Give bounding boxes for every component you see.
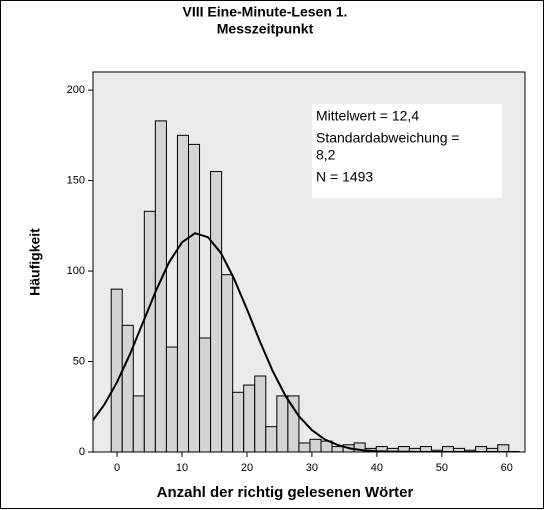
bar bbox=[110, 288, 123, 453]
x-tick-label: 40 bbox=[371, 462, 383, 474]
y-axis-label: Häufigkeit bbox=[27, 228, 43, 296]
annotation-box bbox=[312, 104, 502, 198]
bar bbox=[154, 120, 167, 453]
x-tick-label: 30 bbox=[306, 462, 318, 474]
annotation: Standardabweichung = bbox=[316, 130, 460, 146]
bar bbox=[199, 337, 212, 453]
bar bbox=[176, 134, 189, 453]
chart-title: VIII Eine-Minute-Lesen 1. bbox=[183, 4, 348, 20]
x-axis-label: Anzahl der richtig gelesenen Wörter bbox=[157, 484, 414, 501]
bar bbox=[276, 395, 289, 453]
bar bbox=[497, 444, 510, 453]
y-tick-label: 200 bbox=[67, 84, 85, 96]
normal-curve bbox=[93, 232, 520, 452]
bar bbox=[143, 210, 156, 453]
bar bbox=[331, 446, 344, 453]
y-tick-label: 150 bbox=[67, 174, 85, 186]
x-tick-label: 0 bbox=[114, 462, 120, 474]
annotation: 8,2 bbox=[316, 147, 336, 163]
bar bbox=[121, 324, 134, 453]
x-tick-label: 60 bbox=[501, 462, 513, 474]
annotation: N = 1493 bbox=[316, 169, 373, 185]
bar bbox=[221, 274, 234, 453]
y-tick-label: 50 bbox=[73, 355, 85, 367]
bar bbox=[254, 375, 267, 453]
chart-title: Messzeitpunkt bbox=[217, 21, 314, 37]
bar bbox=[309, 438, 322, 453]
y-tick-label: 100 bbox=[67, 265, 85, 277]
bar bbox=[243, 384, 256, 453]
bar bbox=[265, 426, 278, 453]
x-tick-label: 50 bbox=[436, 462, 448, 474]
bar bbox=[187, 143, 201, 453]
bar bbox=[353, 442, 366, 453]
y-tick-label: 0 bbox=[79, 446, 85, 458]
bar bbox=[298, 442, 311, 453]
bar bbox=[287, 395, 300, 453]
bar bbox=[232, 391, 245, 453]
bar bbox=[132, 395, 145, 453]
annotation: Mittelwert = 12,4 bbox=[316, 108, 419, 124]
bar bbox=[210, 171, 223, 453]
x-tick-label: 20 bbox=[241, 462, 253, 474]
x-tick-label: 10 bbox=[176, 462, 188, 474]
bar bbox=[165, 346, 178, 453]
